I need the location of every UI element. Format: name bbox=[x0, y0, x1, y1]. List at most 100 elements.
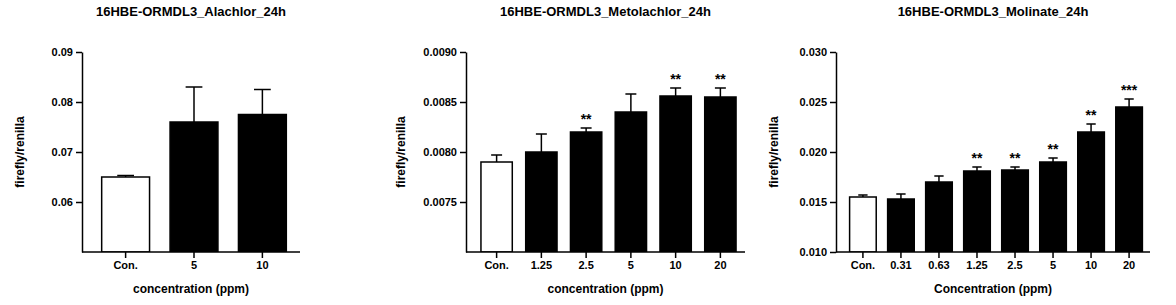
x-tick: 5 bbox=[191, 252, 197, 271]
error-bar bbox=[1090, 124, 1092, 132]
y-axis: 0.060.070.080.09 bbox=[52, 46, 83, 252]
y-tick-mark bbox=[76, 102, 82, 104]
x-tick: 0.63 bbox=[928, 252, 949, 271]
error-cap bbox=[1048, 157, 1057, 159]
title: 16HBE-ORMDL3_Metolachlor_24h bbox=[500, 4, 711, 19]
x-tick: 1.25 bbox=[966, 252, 987, 271]
x-tick: Con. bbox=[484, 252, 508, 271]
y-tick: 0.07 bbox=[52, 146, 82, 158]
error-cap bbox=[896, 193, 905, 195]
error-bar bbox=[675, 88, 677, 96]
error-bar bbox=[193, 87, 195, 122]
x-tick-mark bbox=[1128, 252, 1130, 258]
y-tick-mark bbox=[460, 102, 466, 104]
y-tick-label: 0.07 bbox=[52, 146, 73, 158]
error-cap bbox=[186, 86, 203, 88]
y-axis: 0.0100.0150.0200.0250.030 bbox=[799, 46, 836, 258]
x-tick: 10 bbox=[256, 252, 268, 271]
y-tick: 0.020 bbox=[799, 146, 836, 158]
error-cap bbox=[670, 87, 681, 89]
x-tick-mark bbox=[720, 252, 722, 258]
bar bbox=[238, 115, 286, 253]
significance: ** bbox=[1086, 107, 1097, 123]
y-tick-label: 0.0080 bbox=[423, 146, 457, 158]
y-tick-mark bbox=[830, 152, 836, 154]
bar bbox=[1002, 170, 1029, 252]
x-tick-label: 5 bbox=[191, 259, 197, 271]
plot-area bbox=[481, 88, 736, 252]
y-tick-mark bbox=[830, 52, 836, 54]
error-cap bbox=[536, 133, 547, 135]
error-cap bbox=[1124, 98, 1133, 100]
x-tick: 5 bbox=[628, 252, 634, 271]
bar bbox=[850, 197, 877, 252]
bar bbox=[964, 171, 991, 252]
x-tick-label: 20 bbox=[1123, 259, 1135, 271]
y-tick-mark bbox=[830, 102, 836, 104]
chart: 16HBE-ORMDL3_Molinate_24h firefly/renilla… bbox=[767, 4, 1150, 296]
y-tick: 0.010 bbox=[799, 246, 836, 258]
x-tick-mark bbox=[585, 252, 587, 258]
error-bar bbox=[496, 155, 498, 162]
x-tick-label: 2.5 bbox=[1007, 259, 1022, 271]
x-axis: Con.0.310.631.252.551020 bbox=[836, 252, 1150, 271]
x-tick-mark bbox=[976, 252, 978, 258]
y-tick-label: 0.010 bbox=[799, 246, 827, 258]
significance: ** bbox=[1010, 150, 1021, 166]
x-tick-label: Con. bbox=[484, 259, 508, 271]
y-tick: 0.0085 bbox=[423, 96, 466, 108]
chart: 16HBE-ORMDL3_Metolachlor_24h firefly/reni… bbox=[394, 4, 745, 296]
title: 16HBE-ORMDL3_Molinate_24h bbox=[898, 4, 1089, 19]
y-tick-label: 0.025 bbox=[799, 96, 827, 108]
x-tick-label: 5 bbox=[628, 259, 634, 271]
y-tick-mark bbox=[830, 202, 836, 204]
error-cap bbox=[858, 194, 867, 196]
y-tick-label: 0.08 bbox=[52, 96, 73, 108]
x-tick: 2.5 bbox=[1007, 252, 1022, 271]
x-tick-mark bbox=[1090, 252, 1092, 258]
bar bbox=[888, 199, 915, 252]
y-tick: 0.0080 bbox=[423, 146, 466, 158]
x-tick: 10 bbox=[670, 252, 682, 271]
x-axis-line bbox=[836, 251, 1150, 253]
error-bar bbox=[720, 88, 722, 97]
figure: 16HBE-ORMDL3_Alachlor_24h firefly/renilla… bbox=[0, 0, 1176, 305]
y-axis-title: firefly/renilla bbox=[13, 116, 27, 188]
x-tick-label: Con. bbox=[851, 259, 875, 271]
bar bbox=[102, 177, 150, 252]
y-tick-mark bbox=[460, 52, 466, 54]
significance: ** bbox=[581, 111, 592, 127]
bar bbox=[926, 182, 953, 252]
significance: *** bbox=[1121, 82, 1138, 98]
error-bar bbox=[541, 134, 543, 152]
y-tick: 0.025 bbox=[799, 96, 836, 108]
plot-area bbox=[850, 99, 1143, 252]
y-axis-title: firefly/renilla bbox=[767, 116, 781, 188]
y-tick-mark bbox=[76, 152, 82, 154]
bar bbox=[170, 122, 218, 252]
x-tick-mark bbox=[262, 252, 264, 258]
x-tick-label: 0.31 bbox=[890, 259, 911, 271]
y-tick-mark bbox=[460, 202, 466, 204]
y-tick: 0.030 bbox=[799, 46, 836, 58]
error-cap bbox=[625, 93, 636, 95]
bar bbox=[1116, 107, 1143, 252]
x-tick-label: 1.25 bbox=[531, 259, 552, 271]
error-bar bbox=[938, 176, 940, 182]
plot-area bbox=[102, 87, 287, 252]
x-tick-mark bbox=[541, 252, 543, 258]
title: 16HBE-ORMDL3_Alachlor_24h bbox=[96, 4, 286, 19]
x-tick: Con. bbox=[851, 252, 875, 271]
y-axis-title: firefly/renilla bbox=[394, 116, 408, 188]
bar bbox=[615, 112, 646, 252]
x-tick-mark bbox=[125, 252, 127, 258]
x-tick-label: 10 bbox=[670, 259, 682, 271]
bar bbox=[481, 162, 512, 252]
x-tick-label: 10 bbox=[1085, 259, 1097, 271]
error-cap bbox=[1086, 123, 1095, 125]
bar bbox=[570, 132, 601, 252]
bar bbox=[1078, 132, 1105, 252]
y-tick-label: 0.09 bbox=[52, 46, 73, 58]
chart: 16HBE-ORMDL3_Alachlor_24h firefly/renilla… bbox=[13, 4, 300, 296]
error-cap bbox=[934, 175, 943, 177]
